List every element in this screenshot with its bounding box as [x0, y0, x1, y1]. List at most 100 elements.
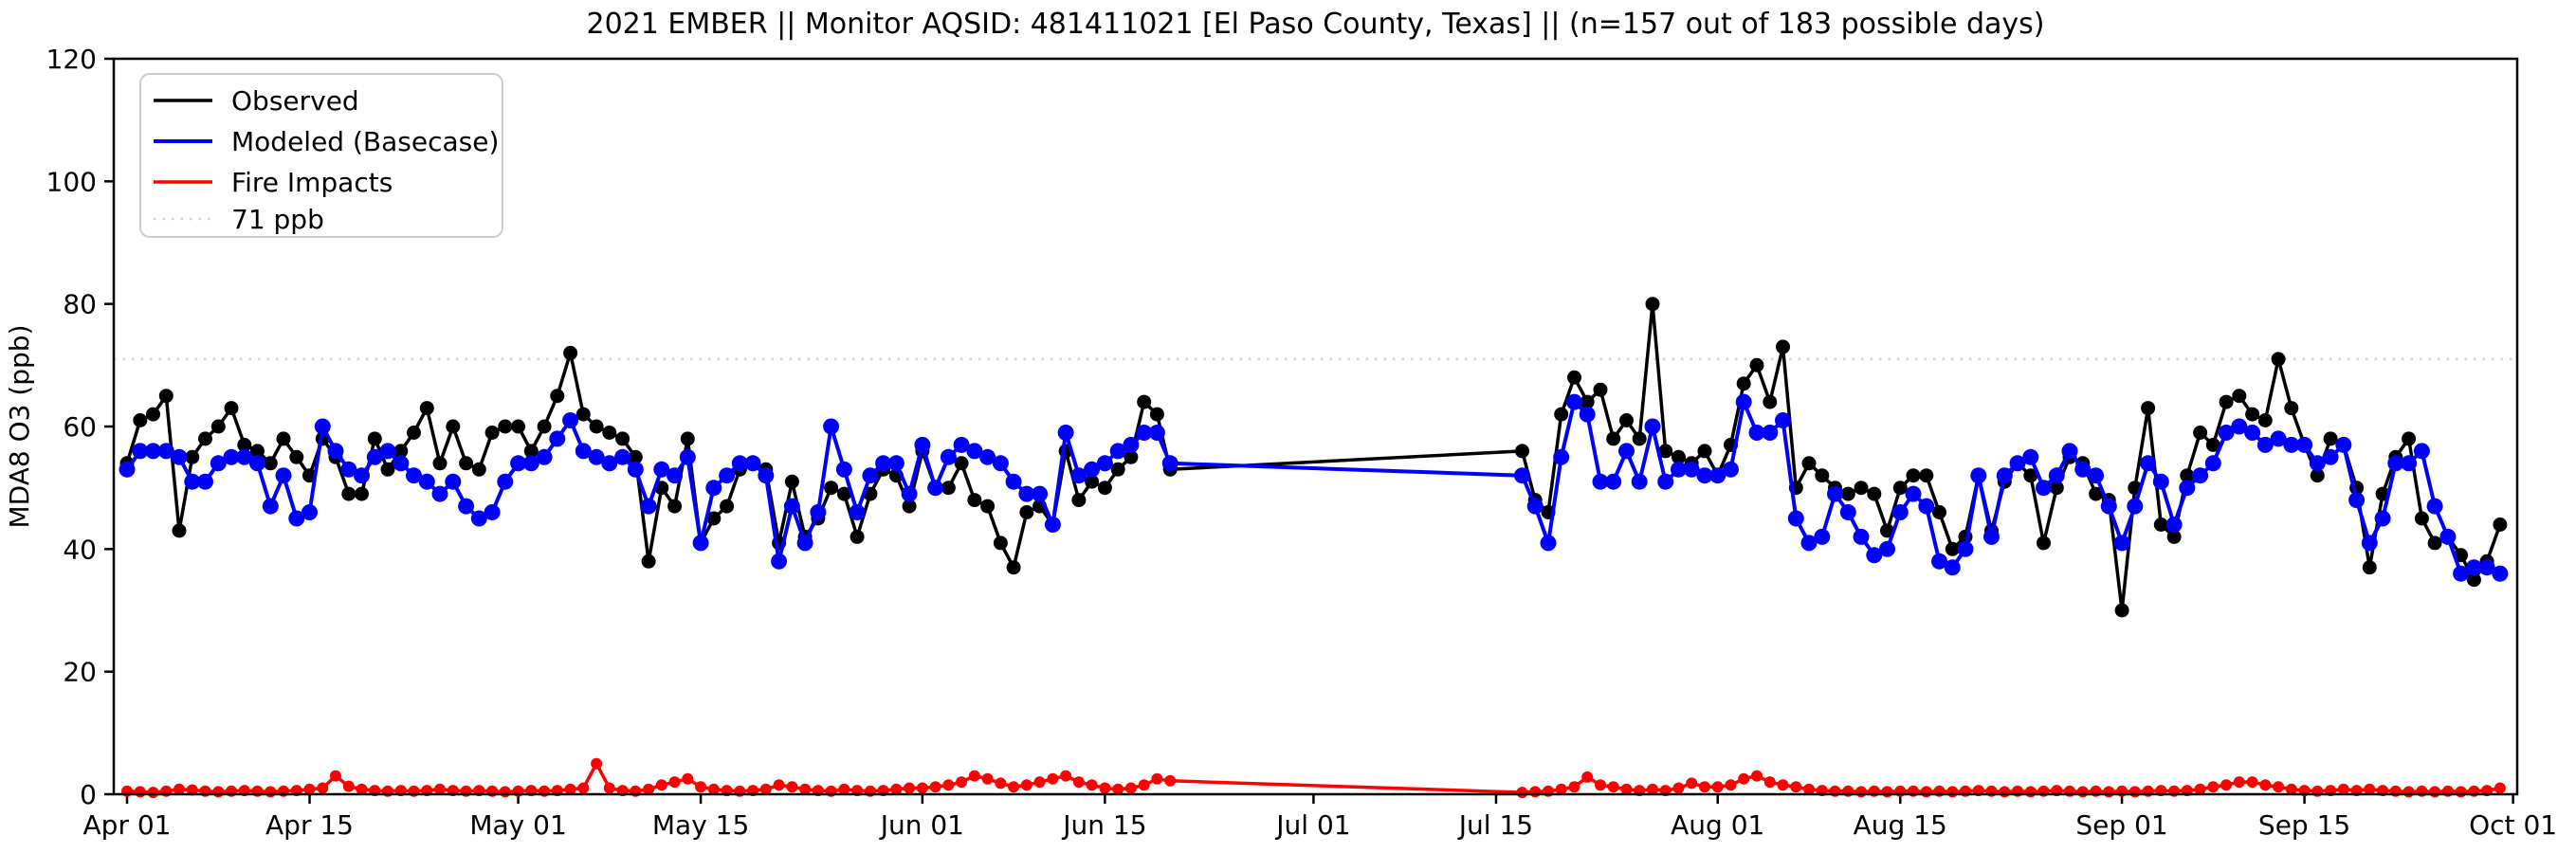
observed-point: [1945, 541, 1960, 556]
observed-point: [367, 431, 382, 446]
fire-point: [1020, 779, 1032, 791]
modeled-point: [1853, 528, 1870, 545]
modeled-point: [406, 467, 422, 484]
x-tick-label: Jun 01: [879, 809, 964, 841]
y-tick-label: 40: [63, 534, 97, 565]
modeled-point: [679, 448, 696, 465]
fire-point: [838, 783, 850, 795]
fire-point: [1047, 772, 1059, 785]
modeled-point: [366, 448, 383, 465]
fire-point: [2024, 786, 2037, 798]
fire-point: [2076, 786, 2089, 798]
y-tick-label: 120: [46, 44, 97, 75]
observed-point: [2310, 468, 2325, 483]
observed-point: [1632, 431, 1647, 446]
observed-point: [1854, 481, 1869, 496]
fire-point: [1946, 786, 1959, 798]
observed-point: [1672, 449, 1686, 464]
observed-point: [720, 499, 735, 514]
modeled-point: [1579, 406, 1596, 423]
modeled-point: [470, 510, 487, 527]
modeled-point: [2100, 498, 2117, 515]
modeled-point: [1148, 425, 1165, 441]
observed-point: [1593, 382, 1608, 397]
modeled-point: [614, 448, 631, 465]
modeled-point: [2283, 436, 2300, 453]
chart-title: 2021 EMBER || Monitor AQSID: 481411021 […: [586, 8, 2045, 41]
observed-point: [158, 389, 174, 404]
fire-point: [499, 786, 511, 798]
modeled-point: [1032, 485, 1049, 502]
observed-point: [1776, 339, 1790, 354]
modeled-point: [2426, 498, 2443, 515]
observed-point: [1763, 394, 1778, 409]
observed-point: [2323, 431, 2338, 446]
modeled-point: [2140, 455, 2157, 472]
modeled-point: [1161, 455, 1178, 472]
fire-point: [2246, 776, 2258, 789]
fire-point: [799, 783, 812, 795]
modeled-point: [992, 455, 1009, 472]
observed-point: [511, 419, 526, 434]
modeled-point: [171, 448, 188, 465]
observed-point: [459, 456, 474, 471]
observed-point: [2427, 535, 2442, 551]
modeled-point: [2009, 455, 2026, 472]
fire-point: [2429, 786, 2441, 798]
fire-point: [655, 779, 667, 791]
modeled-point: [914, 436, 931, 453]
modeled-point: [431, 485, 448, 502]
modeled-point: [522, 455, 539, 472]
modeled-point: [1540, 535, 1557, 552]
fire-point: [212, 786, 225, 798]
observed-point: [471, 462, 486, 477]
modeled-point: [953, 436, 970, 453]
modeled-point: [1683, 461, 1700, 478]
observed-point: [1749, 357, 1764, 372]
modeled-point: [810, 504, 827, 520]
y-tick-label: 20: [63, 657, 97, 688]
fire-point: [2364, 783, 2376, 795]
observed-point: [237, 437, 252, 452]
fire-point: [2337, 783, 2349, 795]
observed-point: [1019, 505, 1034, 519]
modeled-point: [1931, 553, 1947, 570]
observed-point: [602, 426, 617, 440]
modeled-point: [2453, 565, 2470, 582]
modeled-point: [901, 485, 918, 502]
modeled-point: [927, 480, 944, 497]
observed-point: [563, 345, 578, 360]
modeled-point: [2061, 443, 2078, 460]
modeled-point: [184, 473, 201, 490]
fire-point: [1112, 783, 1124, 795]
fire-point: [956, 776, 968, 789]
legend-label-modeled: Modeled (Basecase): [231, 126, 499, 157]
modeled-point: [940, 448, 957, 465]
observed-point: [1906, 468, 1921, 483]
modeled-point: [771, 553, 788, 570]
x-tick-label: Sep 01: [2075, 809, 2167, 841]
fire-point: [1138, 779, 1150, 791]
observed-point: [1554, 407, 1569, 422]
modeled-point: [1879, 540, 1895, 557]
observed-point: [341, 486, 356, 501]
modeled-point: [2244, 425, 2261, 441]
fire-point: [1607, 781, 1619, 793]
fire-point: [995, 777, 1007, 789]
modeled-point: [1592, 473, 1609, 490]
modeled-point: [1944, 559, 1961, 576]
modeled-point: [236, 448, 253, 465]
modeled-point: [197, 473, 213, 490]
modeled-point: [249, 455, 265, 472]
x-tick-label: Sep 15: [2258, 809, 2350, 841]
fire-point: [1881, 786, 1893, 798]
fire-point: [1072, 776, 1085, 789]
modeled-point: [1827, 485, 1843, 502]
fire-point: [1999, 786, 2011, 798]
fire-point: [1555, 783, 1567, 795]
modeled-point: [2387, 455, 2404, 472]
observed-point: [1619, 413, 1634, 427]
modeled-point: [719, 467, 736, 484]
x-tick-label: Jul 01: [1274, 809, 1350, 841]
modeled-point: [823, 418, 840, 435]
